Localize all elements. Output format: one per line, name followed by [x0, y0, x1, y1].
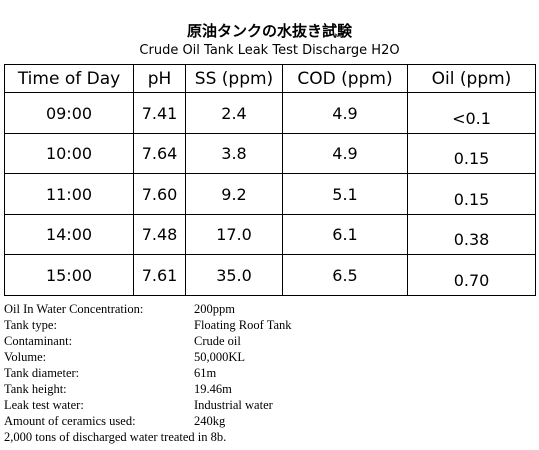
note-value: Crude oil: [194, 334, 241, 348]
cell-cod: 6.5: [282, 254, 408, 296]
note-value: Floating Roof Tank: [194, 318, 292, 332]
header-ph: pH: [133, 63, 186, 94]
cell-oil: 0.15: [407, 132, 536, 175]
cell-ph: 7.64: [133, 132, 186, 175]
cell-time: 14:00: [4, 213, 134, 256]
title-japanese: 原油タンクの水抜き試験: [186, 22, 352, 40]
note-contaminant: Contaminant: Crude oil: [4, 333, 534, 349]
note-label: Volume:: [4, 350, 47, 364]
note-label: Oil In Water Concentration:: [4, 302, 144, 316]
note-oil-concentration: Oil In Water Concentration: 200ppm: [4, 301, 534, 317]
cell-oil: 0.15: [407, 173, 536, 215]
cell-time: 10:00: [4, 132, 134, 175]
header-oil: Oil (ppm): [407, 63, 536, 94]
cell-ss: 9.2: [185, 173, 283, 215]
header-time-of-day: Time of Day: [4, 63, 134, 94]
cell-oil: 0.38: [407, 213, 536, 256]
table-row: 11:00 7.60 9.2 5.1 0.15: [4, 173, 536, 215]
table-row: 09:00 7.41 2.4 4.9 <0.1: [4, 92, 536, 134]
title-english: Crude Oil Tank Leak Test Discharge H2O: [139, 43, 400, 58]
note-leak-test-water: Leak test water: Industrial water: [4, 397, 534, 413]
cell-oil: 0.70: [407, 254, 536, 296]
note-label: Contaminant:: [4, 334, 73, 348]
cell-ph: 7.48: [133, 213, 186, 256]
cell-oil: <0.1: [407, 92, 536, 134]
cell-ss: 2.4: [185, 92, 283, 134]
test-conditions-notes: Oil In Water Concentration: 200ppm Tank …: [4, 301, 534, 445]
cell-ss: 3.8: [185, 132, 283, 175]
table-row: 14:00 7.48 17.0 6.1 0.38: [4, 213, 536, 256]
note-label: Leak test water:: [4, 398, 84, 412]
cell-cod: 6.1: [282, 213, 408, 256]
header-ss: SS (ppm): [185, 63, 283, 94]
note-value: 240kg: [194, 414, 226, 428]
cell-time: 09:00: [4, 92, 134, 134]
note-volume: Volume: 50,000KL: [4, 349, 534, 365]
table-header-row: Time of Day pH SS (ppm) COD (ppm) Oil (p…: [4, 63, 536, 94]
note-value: Industrial water: [194, 398, 273, 412]
test-results-table: Time of Day pH SS (ppm) COD (ppm) Oil (p…: [4, 63, 536, 296]
note-label: Tank diameter:: [4, 366, 80, 380]
cell-cod: 5.1: [282, 173, 408, 215]
note-ceramics-amount: Amount of ceramics used: 240kg: [4, 413, 534, 429]
note-tank-type: Tank type: Floating Roof Tank: [4, 317, 534, 333]
note-value: 19.46m: [194, 382, 232, 396]
cell-time: 11:00: [4, 173, 134, 215]
note-label: Amount of ceramics used:: [4, 414, 136, 428]
cell-time: 15:00: [4, 254, 134, 296]
cell-ss: 17.0: [185, 213, 283, 256]
cell-ss: 35.0: [185, 254, 283, 296]
table-row: 15:00 7.61 35.0 6.5 0.70: [4, 254, 536, 296]
cell-ph: 7.41: [133, 92, 186, 134]
header-cod: COD (ppm): [282, 63, 408, 94]
note-tank-diameter: Tank diameter: 61m: [4, 365, 534, 381]
note-value: 50,000KL: [194, 350, 246, 364]
cell-cod: 4.9: [282, 92, 408, 134]
cell-ph: 7.60: [133, 173, 186, 215]
cell-ph: 7.61: [133, 254, 186, 296]
footnote-treated-water: 2,000 tons of discharged water treated i…: [4, 430, 227, 444]
note-tank-height: Tank height: 19.46m: [4, 381, 534, 397]
table-row: 10:00 7.64 3.8 4.9 0.15: [4, 132, 536, 175]
cell-cod: 4.9: [282, 132, 408, 175]
note-value: 200ppm: [194, 302, 235, 316]
note-value: 61m: [194, 366, 217, 380]
note-label: Tank height:: [4, 382, 67, 396]
note-label: Tank type:: [4, 318, 57, 332]
